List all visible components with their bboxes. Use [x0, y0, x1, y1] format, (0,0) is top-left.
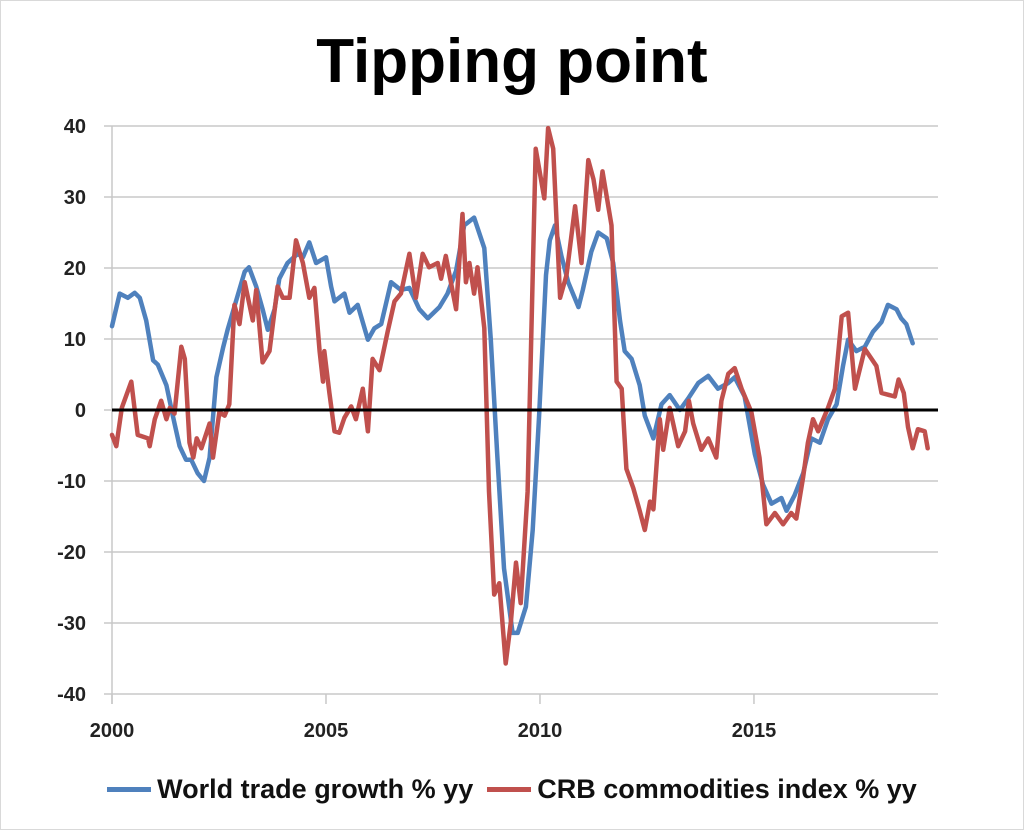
y-tick-label: 20 [64, 258, 86, 280]
y-tick-label: 0 [75, 400, 86, 422]
legend-item-world-trade: World trade growth % yy [107, 774, 473, 805]
chart-title: Tipping point [316, 27, 708, 96]
x-tick-label: 2000 [90, 720, 135, 742]
legend-label-crb: CRB commodities index % yy [537, 774, 917, 804]
legend-swatch-world-trade [107, 787, 152, 792]
legend: World trade growth % yy CRB commodities … [0, 774, 1024, 805]
x-tick-label: 2010 [518, 720, 563, 742]
legend-label-world-trade: World trade growth % yy [157, 774, 474, 804]
x-tick-label: 2005 [304, 720, 349, 742]
y-tick-label: -30 [57, 613, 86, 635]
legend-swatch-crb [487, 787, 532, 792]
series-line-world-trade [109, 215, 915, 636]
series-line-crb [109, 125, 930, 666]
y-tick-label: -20 [57, 542, 86, 564]
x-tick-label: 2015 [732, 720, 777, 742]
y-tick-label: 30 [64, 187, 86, 209]
legend-item-crb: CRB commodities index % yy [487, 774, 917, 805]
y-tick-label: -10 [57, 471, 86, 493]
x-axis-ticks: 2000 2005 2010 2015 [90, 694, 776, 742]
y-axis-ticks: 40 30 20 10 0 -10 -20 -30 -40 [57, 116, 86, 706]
y-tick-label: 10 [64, 329, 86, 351]
y-tick-label: -40 [57, 684, 86, 706]
y-tick-label: 40 [64, 116, 86, 138]
series-lines [109, 125, 930, 666]
